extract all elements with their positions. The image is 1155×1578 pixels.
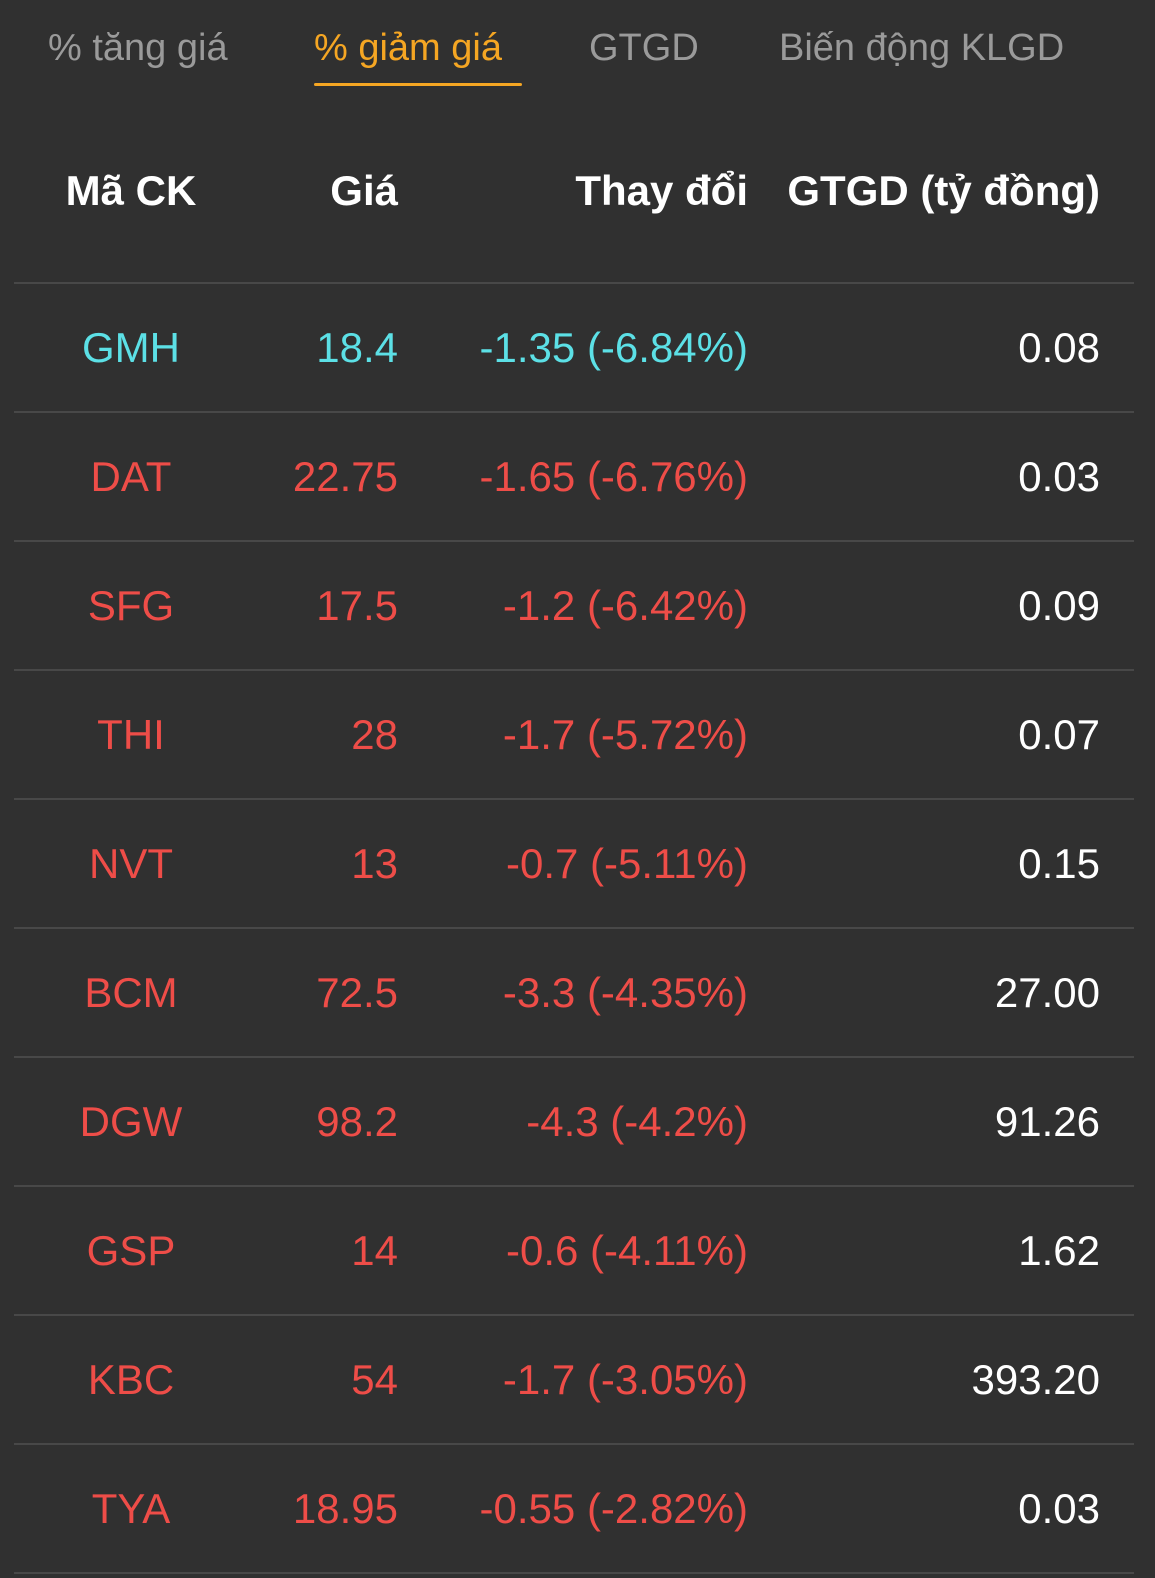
stock-price: 17.5	[316, 581, 398, 629]
tab-price-decrease[interactable]: % giảm giá	[314, 27, 502, 69]
table-header: Mã CK Giá Thay đổi GTGD (tỷ đồng)	[14, 100, 1134, 284]
stock-value: 1.62	[1018, 1226, 1100, 1274]
stock-change: -1.35 (-6.84%)	[479, 323, 748, 371]
stock-change: -1.2 (-6.42%)	[502, 581, 748, 629]
table-body: GMH 18.4 -1.35 (-6.84%) 0.08 DAT 22.75 -1.65 (…	[14, 284, 1134, 1574]
stock-change: -0.55 (-2.82%)	[479, 1484, 748, 1532]
table-row[interactable]: GMH 18.4 -1.35 (-6.84%) 0.08	[14, 284, 1134, 413]
tab-price-increase[interactable]: % tăng giá	[48, 27, 228, 69]
stock-value: 91.26	[994, 1097, 1100, 1145]
table-row[interactable]: BCM 72.5 -3.3 (-4.35%) 27.00	[14, 929, 1134, 1058]
stock-value: 0.08	[1018, 323, 1100, 371]
active-tab-underline	[314, 83, 522, 86]
stock-value: 0.03	[1018, 452, 1100, 500]
stock-code: DGW	[79, 1097, 183, 1145]
stock-code: SFG	[87, 581, 175, 629]
table-row[interactable]: DGW 98.2 -4.3 (-4.2%) 91.26	[14, 1058, 1134, 1187]
table-row[interactable]: NVT 13 -0.7 (-5.11%) 0.15	[14, 800, 1134, 929]
header-code: Mã CK	[65, 167, 197, 214]
stock-change: -0.6 (-4.11%)	[506, 1226, 748, 1274]
stock-code: GSP	[86, 1226, 176, 1274]
stock-change: -1.65 (-6.76%)	[479, 452, 748, 500]
table-row[interactable]: THI 28 -1.7 (-5.72%) 0.07	[14, 671, 1134, 800]
stock-price: 54	[351, 1355, 398, 1403]
table-row[interactable]: GSP 14 -0.6 (-4.11%) 1.62	[14, 1187, 1134, 1316]
stock-value: 27.00	[994, 968, 1100, 1016]
stock-change: -1.7 (-3.05%)	[502, 1355, 748, 1403]
header-price: Giá	[330, 167, 398, 214]
table-row[interactable]: DAT 22.75 -1.65 (-6.76%) 0.03	[14, 413, 1134, 542]
stock-code: DAT	[90, 452, 172, 500]
header-change: Thay đổi	[575, 167, 748, 214]
stock-change: -3.3 (-4.35%)	[502, 968, 748, 1016]
stock-price: 72.5	[316, 968, 398, 1016]
stock-price: 22.75	[292, 452, 398, 500]
stock-table: Mã CK Giá Thay đổi GTGD (tỷ đồng) GMH 18.…	[14, 100, 1134, 1574]
tab-bar: % tăng giá % giảm giá GTGD Biến động KLG…	[0, 0, 1155, 100]
stock-price: 28	[351, 710, 398, 758]
stock-price: 13	[351, 839, 398, 887]
stock-code: NVT	[89, 839, 173, 887]
stock-value: 0.15	[1018, 839, 1100, 887]
stock-value: 393.20	[971, 1355, 1100, 1403]
stock-change: -1.7 (-5.72%)	[502, 710, 748, 758]
stock-code: GMH	[82, 323, 180, 371]
stock-value: 0.07	[1018, 710, 1100, 758]
stock-code: BCM	[84, 968, 178, 1016]
stock-code: TYA	[91, 1484, 171, 1532]
stock-price: 14	[351, 1226, 398, 1274]
stock-value: 0.03	[1018, 1484, 1100, 1532]
stock-price: 18.4	[316, 323, 398, 371]
table-row[interactable]: SFG 17.5 -1.2 (-6.42%) 0.09	[14, 542, 1134, 671]
stock-code: KBC	[87, 1355, 175, 1403]
stock-change: -4.3 (-4.2%)	[526, 1097, 748, 1145]
tab-trading-value[interactable]: GTGD	[589, 27, 699, 69]
table-row[interactable]: TYA 18.95 -0.55 (-2.82%) 0.03	[14, 1445, 1134, 1574]
stock-price: 98.2	[316, 1097, 398, 1145]
header-value: GTGD (tỷ đồng)	[787, 167, 1100, 214]
tab-volume-change[interactable]: Biến động KLGD	[779, 27, 1065, 69]
stock-value: 0.09	[1018, 581, 1100, 629]
stock-change: -0.7 (-5.11%)	[506, 839, 748, 887]
stock-price: 18.95	[292, 1484, 398, 1532]
stock-code: THI	[97, 710, 165, 758]
table-row[interactable]: KBC 54 -1.7 (-3.05%) 393.20	[14, 1316, 1134, 1445]
